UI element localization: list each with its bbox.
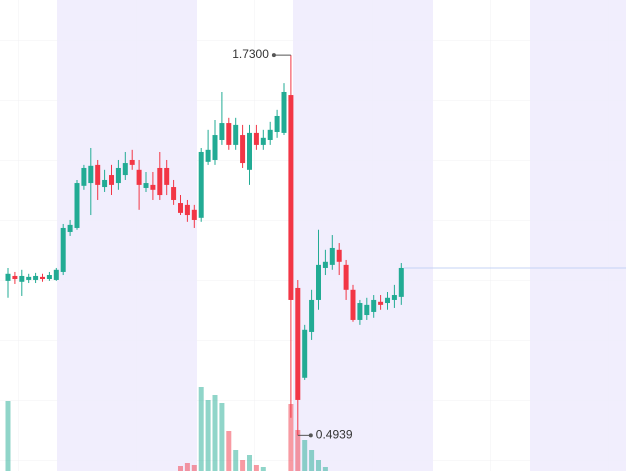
candle-body xyxy=(46,275,52,280)
candle-body xyxy=(212,135,218,160)
candle-body xyxy=(364,304,370,316)
candle-body xyxy=(322,261,328,268)
candle-body xyxy=(240,135,246,164)
candle-body xyxy=(88,165,94,184)
candle-body xyxy=(350,289,356,320)
annotation-dot xyxy=(271,53,276,58)
candle-body xyxy=(102,179,108,188)
annotation-label: 0.4939 xyxy=(316,428,353,442)
candle-body xyxy=(26,276,32,280)
volume-bar xyxy=(233,450,239,471)
candle-body xyxy=(53,269,59,280)
candle-body xyxy=(109,175,114,185)
candle-body xyxy=(33,275,39,280)
candle-body xyxy=(5,273,11,281)
candle-body xyxy=(309,299,315,332)
volume-bar xyxy=(260,467,266,471)
candle-body xyxy=(343,264,349,290)
candle-body xyxy=(136,169,142,185)
candle-body xyxy=(95,164,101,185)
candle-body xyxy=(316,264,321,300)
volume-bar xyxy=(322,467,328,471)
candle-body xyxy=(281,91,287,133)
candle-body xyxy=(247,132,252,170)
candle-body xyxy=(115,167,121,184)
volume-bar xyxy=(316,460,321,471)
candle-body xyxy=(178,203,183,213)
candle-body xyxy=(226,123,232,145)
candle-body xyxy=(219,123,225,140)
volume-bar xyxy=(240,460,246,471)
candle-body xyxy=(267,129,273,140)
candle-body xyxy=(288,95,294,300)
candle-body xyxy=(40,276,45,280)
candle-body xyxy=(12,275,18,280)
candle-body xyxy=(295,287,301,400)
candle-body xyxy=(233,124,239,145)
candle-body xyxy=(385,297,390,304)
volume-bar xyxy=(191,465,197,471)
candle-body xyxy=(74,183,80,228)
volume-bar xyxy=(247,455,252,471)
volume-bar xyxy=(288,404,294,471)
candle-body xyxy=(391,295,397,300)
candle-body xyxy=(184,204,190,216)
candle-body xyxy=(357,303,363,320)
volume-bar xyxy=(184,463,190,471)
candle-body xyxy=(274,115,280,132)
candle-body xyxy=(129,159,135,165)
candle-body xyxy=(67,224,73,232)
volume-bar xyxy=(5,401,11,471)
volume-bar xyxy=(295,430,301,471)
candle-body xyxy=(329,247,335,265)
volume-bar xyxy=(253,465,259,471)
annotation-label: 1.7300 xyxy=(232,47,269,61)
plot: 1.7300 0.4939 xyxy=(5,47,626,471)
candle-body xyxy=(171,187,177,200)
candle-body xyxy=(60,227,66,272)
volume-bar xyxy=(309,450,315,471)
candle-body xyxy=(81,167,87,186)
session-band xyxy=(293,0,433,471)
volume-bar xyxy=(205,400,211,471)
candle-body xyxy=(371,299,377,312)
volume-bar xyxy=(178,466,183,471)
volume-bar xyxy=(212,395,218,471)
candle-body xyxy=(398,267,404,297)
candle-body xyxy=(302,329,308,378)
annotation-dot xyxy=(308,433,313,438)
candle-body xyxy=(150,184,156,190)
candle-body xyxy=(253,132,259,145)
candle-body xyxy=(205,149,211,162)
candle-body xyxy=(378,301,384,305)
candle-body xyxy=(122,163,128,176)
volume-bar xyxy=(219,403,225,471)
candle-body xyxy=(164,167,170,185)
candle-body xyxy=(191,209,197,220)
candle-body xyxy=(157,167,163,196)
candle-body xyxy=(143,183,149,188)
candle-body xyxy=(336,249,342,262)
session-band xyxy=(57,0,197,471)
volume-bar xyxy=(198,387,204,471)
candle-body xyxy=(19,275,25,282)
candle-body xyxy=(198,151,204,218)
session-band xyxy=(530,0,626,471)
volume-bar xyxy=(226,431,232,471)
volume-bar xyxy=(302,440,308,471)
candle-body xyxy=(260,137,266,145)
